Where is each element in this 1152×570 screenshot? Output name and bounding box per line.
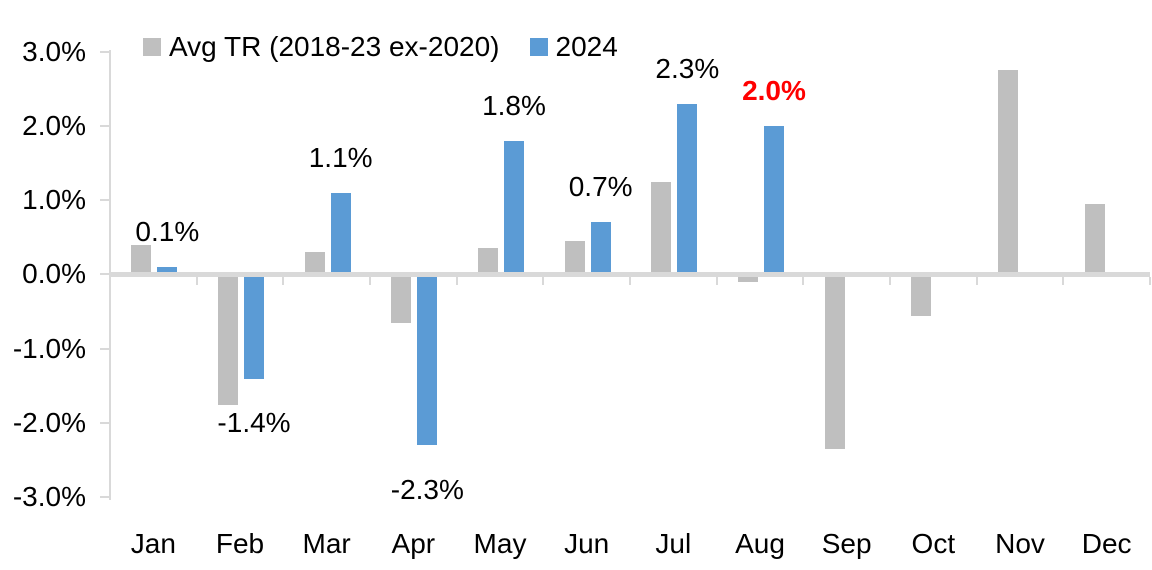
x-axis-label-aug: Aug	[735, 528, 785, 559]
x-axis-tick	[195, 276, 198, 285]
bar-avg-jan	[131, 244, 152, 272]
bar-2024-jul	[677, 103, 698, 272]
x-axis-label-dec: Dec	[1081, 528, 1132, 559]
legend-swatch-avg-tr	[143, 38, 161, 56]
bar-avg-apr	[391, 277, 412, 323]
y-axis-label: 3.0%	[22, 35, 86, 67]
data-label-aug: 2.0%	[742, 74, 806, 106]
x-axis-tick	[455, 276, 458, 285]
y-axis-tick	[100, 347, 110, 350]
legend-label-avg-tr: Avg TR (2018-23 ex-2020)	[169, 31, 500, 62]
y-axis-label: -2.0%	[12, 406, 86, 438]
y-axis-tick	[100, 50, 110, 53]
data-label-jul: 2.3%	[655, 52, 720, 84]
legend-label-2024: 2024	[555, 31, 618, 62]
bar-2024-aug	[764, 125, 784, 272]
x-axis-tick	[1062, 276, 1065, 285]
bar-2024-apr	[417, 277, 438, 446]
chart-legend: Avg TR (2018-23 ex-2020) 2024	[143, 31, 618, 63]
bar-avg-dec	[1084, 203, 1105, 272]
y-axis-label: -3.0%	[12, 480, 86, 512]
bar-avg-aug	[738, 277, 758, 283]
x-axis-label-sep: Sep	[821, 528, 872, 559]
bar-avg-nov	[998, 70, 1018, 272]
legend-item-2024: 2024	[529, 31, 618, 63]
bar-2024-feb	[244, 277, 264, 379]
x-axis-label-nov: Nov	[995, 528, 1045, 559]
x-axis-tick	[629, 276, 631, 285]
data-label-apr: -2.3%	[390, 473, 464, 505]
bar-avg-oct	[911, 277, 932, 316]
legend-item-avg-tr: Avg TR (2018-23 ex-2020)	[143, 31, 500, 63]
x-axis-tick	[715, 276, 718, 285]
x-axis-label-may: May	[473, 528, 527, 559]
x-axis-label-jun: Jun	[564, 528, 610, 559]
x-axis-zero-line	[109, 271, 1150, 277]
x-axis-tick	[1149, 276, 1151, 285]
bar-avg-sep	[824, 277, 845, 450]
x-axis-tick	[802, 276, 805, 285]
y-axis-tick	[100, 273, 110, 276]
y-axis-tick	[100, 495, 110, 498]
bar-2024-jun	[590, 222, 611, 272]
data-label-jun: 0.7%	[568, 171, 633, 203]
y-axis-tick	[100, 421, 110, 424]
data-label-may: 1.8%	[482, 89, 546, 121]
bar-2024-jan	[157, 266, 178, 272]
y-axis-label: 1.0%	[22, 184, 86, 216]
x-axis-tick	[889, 276, 891, 285]
x-axis-label-mar: Mar	[302, 528, 351, 559]
bar-avg-jul	[651, 181, 672, 272]
y-axis-tick	[100, 124, 110, 127]
x-axis-label-jan: Jan	[130, 528, 176, 559]
bar-avg-jun	[564, 240, 585, 272]
bar-avg-may	[478, 248, 498, 272]
bar-avg-feb	[218, 277, 238, 405]
x-axis-label-feb: Feb	[215, 528, 265, 559]
y-axis-label: -1.0%	[12, 332, 86, 364]
x-axis-tick	[542, 276, 545, 285]
x-axis-tick	[109, 276, 111, 285]
y-axis-label: 2.0%	[22, 109, 86, 141]
x-axis-tick	[282, 276, 285, 285]
bar-2024-may	[504, 140, 524, 272]
y-axis-label: 0.0%	[22, 258, 86, 290]
data-label-mar: 1.1%	[308, 141, 373, 173]
data-label-feb: -1.4%	[217, 407, 291, 439]
bar-2024-mar	[330, 192, 351, 272]
data-label-jan: 0.1%	[135, 215, 200, 247]
y-axis-tick	[100, 199, 110, 202]
x-axis-label-apr: Apr	[391, 528, 436, 559]
x-axis-tick	[975, 276, 978, 285]
x-axis-label-jul: Jul	[655, 528, 692, 559]
x-axis-tick	[369, 276, 371, 285]
legend-swatch-2024	[529, 38, 548, 56]
x-axis-label-oct: Oct	[911, 528, 956, 559]
bar-avg-mar	[304, 252, 325, 272]
